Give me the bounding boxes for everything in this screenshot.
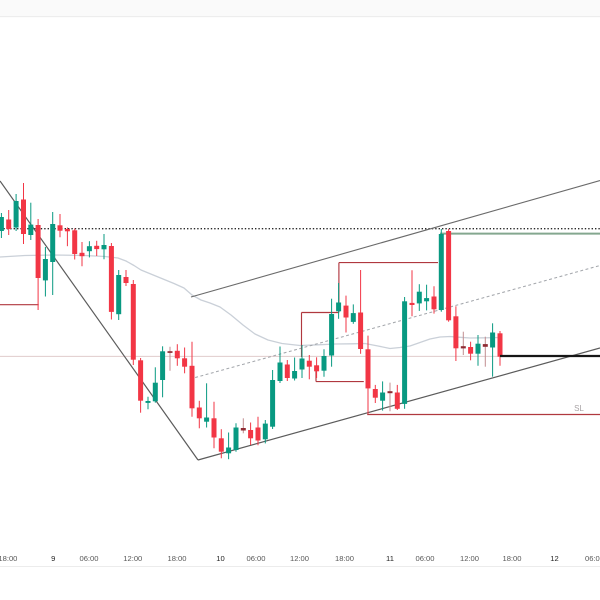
svg-text:12:00: 12:00 bbox=[460, 554, 479, 563]
svg-text:06:00: 06:00 bbox=[246, 554, 265, 563]
svg-text:06:00: 06:00 bbox=[415, 554, 434, 563]
svg-text:12:00: 12:00 bbox=[123, 554, 142, 563]
svg-text:18:00: 18:00 bbox=[0, 554, 17, 563]
svg-text:SL: SL bbox=[574, 404, 584, 413]
svg-text:10: 10 bbox=[216, 554, 224, 563]
svg-text:06:00: 06:00 bbox=[79, 554, 98, 563]
svg-text:18:00: 18:00 bbox=[335, 554, 354, 563]
svg-text:12:00: 12:00 bbox=[290, 554, 309, 563]
svg-text:18:00: 18:00 bbox=[167, 554, 186, 563]
svg-text:18:00: 18:00 bbox=[502, 554, 521, 563]
svg-text:11: 11 bbox=[386, 554, 394, 563]
svg-text:06:00: 06:00 bbox=[585, 554, 600, 563]
svg-text:12: 12 bbox=[550, 554, 558, 563]
svg-text:9: 9 bbox=[51, 554, 55, 563]
